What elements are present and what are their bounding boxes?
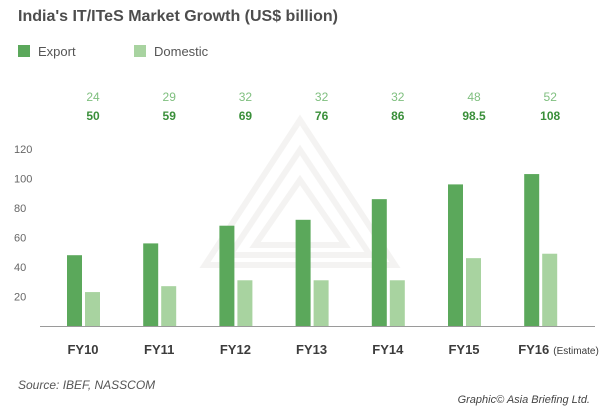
- bar-domestic: [85, 292, 100, 326]
- data-label-domestic: 29: [163, 90, 177, 104]
- legend-swatch-domestic: [134, 45, 146, 57]
- bar-domestic: [542, 253, 558, 326]
- data-label-domestic: 32: [315, 90, 329, 104]
- legend-swatch-export: [18, 45, 30, 57]
- data-label-export: 69: [239, 109, 253, 123]
- legend-label-export: Export: [38, 44, 76, 59]
- bar-export: [524, 174, 540, 326]
- legend-item-export: Export: [18, 44, 76, 59]
- x-tick-label: FY15: [448, 342, 479, 357]
- y-tick-label: 20: [14, 292, 26, 304]
- bar-export: [448, 184, 463, 326]
- x-tick-label: FY11: [144, 342, 174, 357]
- legend-label-domestic: Domestic: [154, 44, 209, 59]
- bar-domestic: [237, 280, 253, 326]
- x-tick-label: FY14: [372, 342, 404, 357]
- bar-domestic: [161, 286, 177, 326]
- data-label-export: 76: [315, 109, 329, 123]
- bar-export: [67, 255, 82, 326]
- data-label-export: 59: [163, 109, 177, 123]
- x-tick-label: FY10: [67, 342, 98, 357]
- x-tick-label: FY16 (Estimate): [518, 342, 599, 357]
- y-tick-label: 120: [14, 144, 32, 156]
- legend-item-domestic: Domestic: [134, 44, 208, 59]
- bar-domestic: [389, 280, 405, 326]
- source-note: Source: IBEF, NASSCOM: [18, 378, 156, 392]
- data-label-export: 98.5: [462, 109, 486, 123]
- y-tick-label: 100: [14, 174, 32, 186]
- chart-title: India's IT/ITeS Market Growth (US$ billi…: [18, 8, 338, 25]
- credit-note: Graphic© Asia Briefing Ltd.: [457, 394, 590, 406]
- y-tick-label: 60: [14, 233, 26, 245]
- data-label-domestic: 32: [391, 90, 405, 104]
- bar-export: [371, 199, 387, 326]
- x-tick-label: FY13: [296, 342, 327, 357]
- data-label-domestic: 52: [544, 90, 558, 104]
- bar-export: [219, 225, 235, 326]
- data-label-export: 50: [86, 109, 100, 123]
- bar-export: [295, 219, 311, 326]
- y-tick-label: 40: [14, 262, 26, 274]
- bar-domestic: [466, 258, 481, 326]
- data-label-export: 86: [391, 109, 405, 123]
- data-label-export: 108: [540, 109, 560, 123]
- bar-export: [143, 243, 159, 326]
- y-tick-label: 80: [14, 203, 26, 215]
- data-label-domestic: 32: [239, 90, 253, 104]
- data-label-domestic: 48: [467, 90, 481, 104]
- x-tick-suffix: (Estimate): [553, 346, 599, 357]
- data-label-domestic: 24: [86, 90, 100, 104]
- x-tick-label: FY12: [220, 342, 251, 357]
- bar-domestic: [313, 280, 329, 326]
